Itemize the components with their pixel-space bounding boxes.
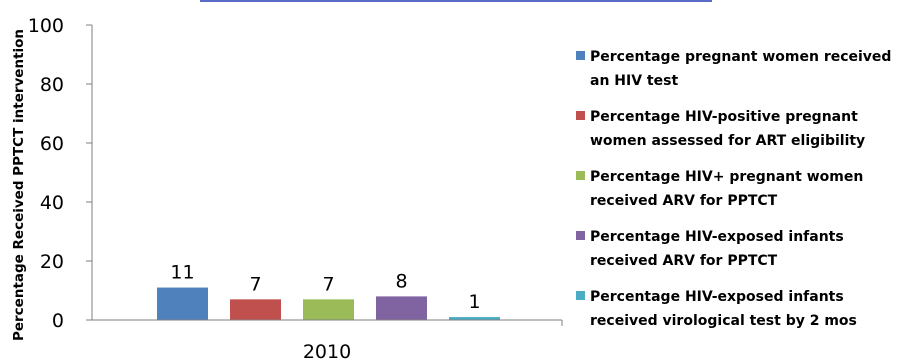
legend-item: Percentage HIV-exposed infants received A…	[576, 229, 844, 269]
bar	[449, 317, 500, 320]
y-tick-label: 40	[40, 192, 64, 214]
data-label: 1	[468, 291, 480, 313]
bars: 11 7 7 8 1	[157, 262, 500, 320]
y-tick-label: 100	[28, 15, 64, 37]
x-category-label: 2010	[303, 341, 351, 359]
y-tick-label: 0	[52, 310, 64, 332]
y-tick-label: 80	[40, 74, 64, 96]
y-axis-label: Percentage Received PPTCT intervention	[11, 29, 27, 341]
legend-item: Percentage HIV+ pregnant women received A…	[576, 169, 863, 209]
legend: Percentage pregnant women received an HIV…	[576, 49, 891, 329]
legend-item: Percentage HIV-exposed infants received v…	[576, 289, 857, 329]
legend-swatch	[576, 231, 585, 240]
legend-label: Percentage HIV-exposed infants	[590, 289, 844, 305]
legend-label: Percentage HIV+ pregnant women	[590, 169, 863, 185]
legend-item: Percentage HIV-positive pregnant women as…	[576, 109, 865, 149]
data-label: 7	[322, 273, 334, 295]
x-axis: 2010	[92, 319, 563, 359]
bar	[303, 299, 354, 320]
legend-item: Percentage pregnant women received an HIV…	[576, 49, 891, 89]
data-label: 7	[249, 273, 261, 295]
data-label: 8	[395, 270, 407, 292]
data-label: 11	[170, 262, 194, 284]
legend-swatch	[576, 51, 585, 60]
legend-label: received virological test by 2 mos	[590, 313, 857, 329]
bar	[230, 299, 281, 320]
legend-label: Percentage pregnant women received	[590, 49, 891, 65]
bar	[376, 296, 427, 320]
y-tick-label: 60	[40, 133, 64, 155]
legend-label: an HIV test	[590, 73, 678, 89]
legend-swatch	[576, 111, 585, 120]
legend-label: received ARV for PPTCT	[590, 253, 778, 269]
bar	[157, 287, 208, 320]
y-axis: 0 20 40 60 80 100	[28, 15, 93, 332]
legend-swatch	[576, 171, 585, 180]
legend-label: women assessed for ART eligibility	[590, 133, 865, 149]
legend-label: Percentage HIV-exposed infants	[590, 229, 844, 245]
legend-label: received ARV for PPTCT	[590, 193, 778, 209]
legend-label: Percentage HIV-positive pregnant	[590, 109, 858, 125]
y-tick-label: 20	[40, 251, 64, 273]
legend-swatch	[576, 291, 585, 300]
